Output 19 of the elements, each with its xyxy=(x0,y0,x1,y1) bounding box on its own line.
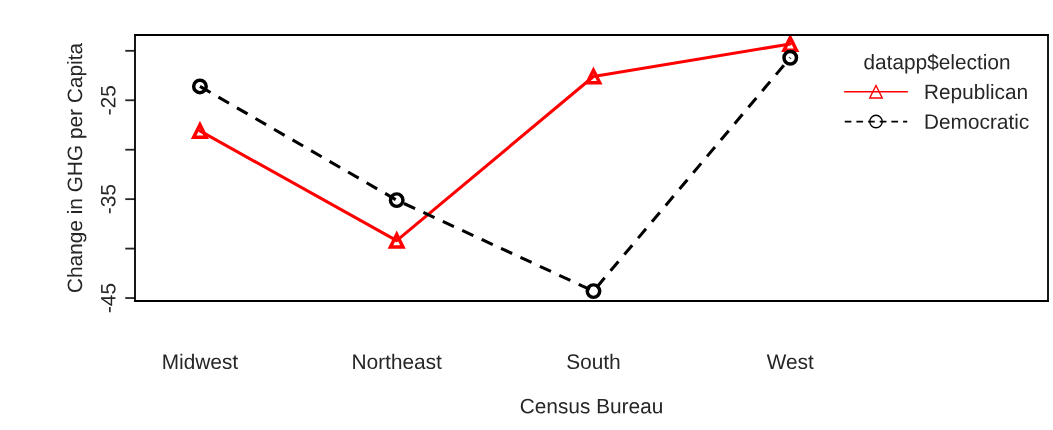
x-tick-label: Midwest xyxy=(163,353,238,370)
x-tick-label: West xyxy=(766,354,814,370)
point xyxy=(585,66,603,85)
x-tick-label: South xyxy=(567,353,620,370)
y-axis-title: Change in GHG per Capita xyxy=(66,42,87,292)
y-tick-label: -35 xyxy=(100,184,116,214)
y-tick-label: -25 xyxy=(100,86,116,115)
point xyxy=(191,78,208,95)
legend-label: Republican xyxy=(925,83,1027,104)
x-tick-label: Northeast xyxy=(353,353,442,370)
point xyxy=(388,192,405,209)
point xyxy=(585,283,602,300)
legend-label: Democratic xyxy=(925,113,1029,130)
y-tick-label: -45 xyxy=(101,283,116,313)
point xyxy=(387,230,406,249)
legend-title: datapp$election xyxy=(864,53,1010,74)
point xyxy=(782,49,799,66)
x-axis-title: Census Bureau xyxy=(520,398,662,414)
point xyxy=(191,120,209,139)
